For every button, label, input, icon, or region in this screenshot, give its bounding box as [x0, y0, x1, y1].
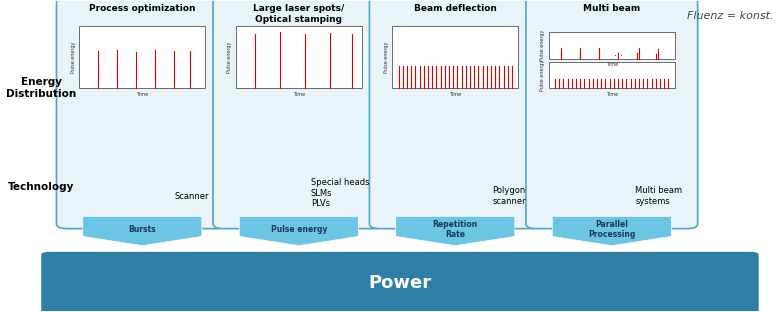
Text: Time: Time: [449, 92, 461, 97]
Text: Polygon
scanner: Polygon scanner: [493, 187, 526, 206]
Text: Technology: Technology: [8, 182, 74, 192]
FancyBboxPatch shape: [213, 0, 384, 229]
Text: Time: Time: [293, 92, 305, 97]
Text: ...: ...: [614, 48, 622, 58]
Text: Multi beam: Multi beam: [583, 4, 640, 13]
FancyBboxPatch shape: [526, 0, 698, 229]
Text: Pulse energy: Pulse energy: [271, 225, 327, 234]
Bar: [549, 62, 675, 88]
Text: Time: Time: [136, 92, 149, 97]
FancyBboxPatch shape: [41, 252, 759, 312]
Text: Time: Time: [606, 62, 618, 67]
Bar: [392, 26, 518, 88]
Text: Multi beam
systems: Multi beam systems: [635, 187, 682, 206]
Text: Beam deflection: Beam deflection: [414, 4, 496, 13]
FancyBboxPatch shape: [370, 0, 541, 229]
Text: Power: Power: [368, 274, 431, 292]
Text: Scanner: Scanner: [175, 192, 209, 201]
Polygon shape: [395, 216, 515, 246]
Text: Fluenz = konst.: Fluenz = konst.: [687, 11, 774, 21]
Text: Energy
Distribution: Energy Distribution: [6, 77, 76, 99]
Text: Repetition
Rate: Repetition Rate: [433, 220, 478, 239]
Text: Pulse energy: Pulse energy: [540, 30, 545, 61]
Text: Process optimization: Process optimization: [89, 4, 196, 13]
Polygon shape: [552, 216, 671, 246]
Text: Pulse energy: Pulse energy: [70, 41, 75, 73]
Text: Pulse energy: Pulse energy: [227, 41, 232, 73]
Text: Special heads
SLMs
PLVs: Special heads SLMs PLVs: [311, 178, 370, 208]
Bar: [236, 26, 362, 88]
Bar: [549, 32, 675, 59]
Text: Pulse energy: Pulse energy: [540, 59, 545, 90]
FancyBboxPatch shape: [56, 0, 228, 229]
Text: Large laser spots/
Optical stamping: Large laser spots/ Optical stamping: [253, 4, 345, 24]
Bar: [79, 26, 205, 88]
Text: Time: Time: [606, 92, 618, 97]
Text: Parallel
Processing: Parallel Processing: [588, 220, 636, 239]
Polygon shape: [240, 216, 359, 246]
Polygon shape: [83, 216, 202, 246]
Text: Pulse energy: Pulse energy: [384, 41, 388, 73]
Text: Bursts: Bursts: [128, 225, 156, 234]
